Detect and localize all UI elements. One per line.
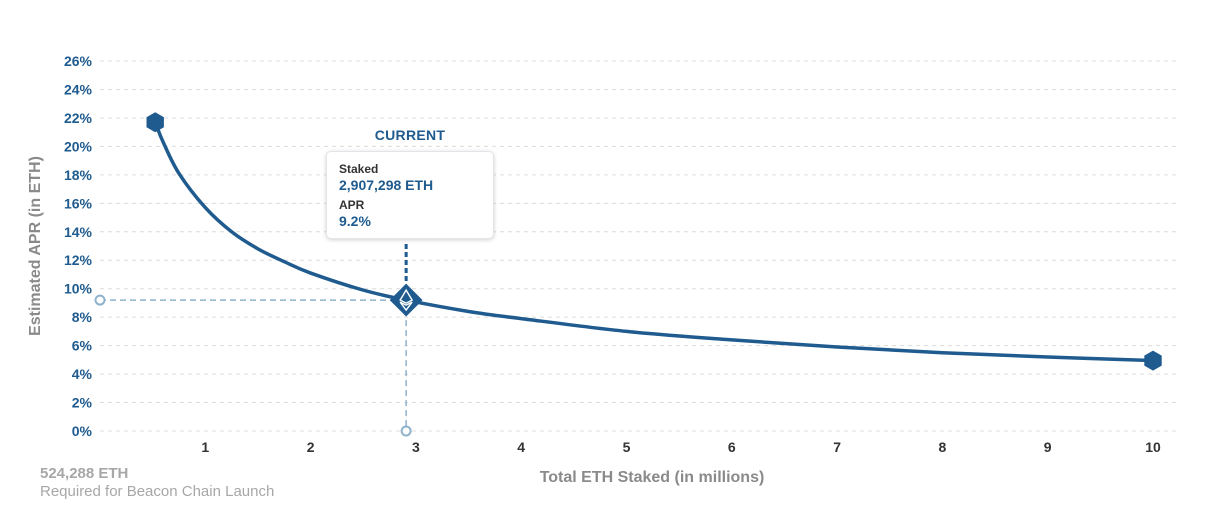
current-diamond xyxy=(389,283,423,317)
eth-icon xyxy=(399,288,414,304)
launch-description: Required for Beacon Chain Launch xyxy=(40,483,275,500)
y-tick-label: 12% xyxy=(64,252,93,268)
apr-curve xyxy=(153,120,1155,363)
tooltip-staked-value: 2,907,298 ETH xyxy=(339,177,434,193)
y-axis-label: Estimated APR (in ETH) xyxy=(27,156,44,336)
curve-endpoints xyxy=(146,112,1162,371)
y-guide-dot xyxy=(94,294,106,306)
tooltip-apr-label: APR xyxy=(339,198,365,212)
y-tick-label: 24% xyxy=(64,81,93,97)
y-tick-label: 8% xyxy=(72,309,93,325)
current-label: CURRENT xyxy=(374,127,446,143)
launch-note: 524,288 ETH Required for Beacon Chain La… xyxy=(40,465,274,501)
x-tick-label: 2 xyxy=(307,439,315,455)
x-tick-label: 7 xyxy=(833,439,841,455)
x-tick-label: 1 xyxy=(201,439,209,455)
y-tick-label: 10% xyxy=(64,281,93,297)
current-marker[interactable] xyxy=(389,283,423,317)
y-tick-label: 0% xyxy=(72,423,93,439)
eth-icon-lower xyxy=(399,301,413,312)
tooltip-staked-label: Staked xyxy=(339,162,379,176)
tooltip-apr-value: 9.2% xyxy=(339,213,371,229)
chart-grid xyxy=(100,60,1178,432)
x-tick-label: 8 xyxy=(939,439,947,455)
y-tick-label: 14% xyxy=(64,224,93,240)
x-axis-label: Total ETH Staked (in millions) xyxy=(540,469,765,486)
x-tick-label: 6 xyxy=(728,439,736,455)
endpoint-marker xyxy=(146,112,164,133)
y-tick-label: 18% xyxy=(64,167,93,183)
y-tick-label: 20% xyxy=(64,138,93,154)
y-tick-label: 22% xyxy=(64,110,93,126)
x-axis-ticks: 1 2 3 4 5 6 7 8 9 10 xyxy=(201,439,1161,455)
x-tick-label: 5 xyxy=(623,439,631,455)
x-tick-label: 9 xyxy=(1044,439,1052,455)
current-tooltip: Staked 2,907,298 ETH APR 9.2% xyxy=(326,151,494,239)
y-tick-label: 2% xyxy=(72,395,93,411)
endpoint-marker xyxy=(1144,350,1162,371)
x-tick-label: 3 xyxy=(412,439,420,455)
y-tick-label: 6% xyxy=(72,338,93,354)
y-axis-ticks: 0% 2% 4% 6% 8% 10% 12% 14% 16% 18% 20% 22% 24% 26% xyxy=(64,53,93,439)
current-guides xyxy=(94,244,412,437)
x-tick-label: 4 xyxy=(517,439,525,455)
y-tick-label: 26% xyxy=(64,53,93,69)
y-tick-label: 4% xyxy=(72,366,93,382)
x-tick-label: 10 xyxy=(1145,439,1161,455)
launch-amount: 524,288 ETH xyxy=(40,465,129,482)
x-guide-dot xyxy=(400,425,412,437)
y-tick-label: 16% xyxy=(64,195,93,211)
